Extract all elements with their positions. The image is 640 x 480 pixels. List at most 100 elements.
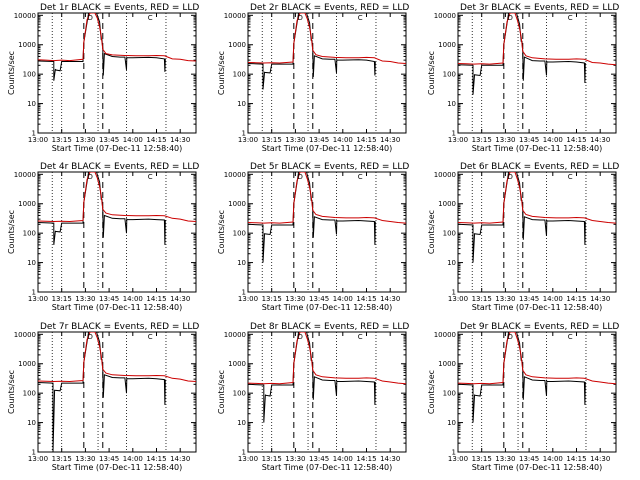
top-marker-label: C — [358, 14, 363, 22]
y-tick-label: 10000 — [224, 331, 246, 339]
y-tick-label: 10 — [447, 100, 456, 108]
panel-3: Det 3r BLACK = Events, RED = LLD 13:00 13:… — [427, 3, 619, 153]
y-axis-label: Counts/sec — [7, 210, 16, 254]
top-marker-label: C — [568, 333, 573, 341]
y-tick-label: 100 — [23, 71, 36, 79]
x-tick-label: 14:30 — [380, 455, 400, 463]
x-tick-label: 14:15 — [146, 295, 166, 303]
events-series-line — [38, 332, 166, 452]
y-axis-label: Counts/sec — [217, 51, 226, 95]
lld-series-line — [458, 13, 616, 66]
top-marker-label: C — [568, 173, 573, 181]
x-tick-label: 13:30 — [495, 295, 515, 303]
plot-frame — [247, 171, 407, 293]
top-marker-label: D — [507, 173, 512, 181]
y-tick-label: 10000 — [14, 12, 36, 20]
x-tick-label: 13:30 — [285, 136, 305, 144]
x-tick-label: 14:00 — [123, 455, 143, 463]
x-tick-label: 13:15 — [52, 455, 72, 463]
top-marker-label: D — [507, 14, 512, 22]
x-tick-label: 13:00 — [238, 455, 258, 463]
y-tick-label: 10000 — [224, 171, 246, 179]
y-tick-label: 1 — [242, 449, 246, 457]
x-tick-label: 14:30 — [170, 455, 190, 463]
x-tick-label: 13:45 — [99, 455, 119, 463]
top-marker-label: D — [297, 173, 302, 181]
lld-series-line — [38, 13, 196, 62]
y-tick-label: 1 — [32, 289, 36, 297]
x-tick-label: 14:15 — [356, 136, 376, 144]
lld-series-line — [38, 172, 196, 223]
y-tick-label: 1000 — [438, 200, 456, 208]
top-marker-label: D — [87, 14, 92, 22]
plot-frame — [37, 331, 197, 453]
y-tick-label: 10 — [237, 100, 246, 108]
panel-6: Det 6r BLACK = Events, RED = LLD 13:00 13:… — [427, 162, 619, 312]
y-tick-label: 100 — [233, 71, 246, 79]
y-tick-label: 10 — [27, 100, 36, 108]
y-tick-label: 1000 — [18, 200, 36, 208]
x-tick-label: 13:30 — [495, 455, 515, 463]
x-tick-label: 14:15 — [356, 295, 376, 303]
y-tick-label: 1 — [452, 289, 456, 297]
x-axis-label: Start Time (07-Dec-11 12:58:40) — [52, 144, 183, 153]
events-series-line — [38, 172, 166, 245]
y-tick-label: 10000 — [224, 12, 246, 20]
x-axis-label: Start Time (07-Dec-11 12:58:40) — [262, 144, 393, 153]
x-tick-label: 13:15 — [472, 136, 492, 144]
plot-area — [38, 13, 196, 133]
plot-frame — [37, 171, 197, 293]
events-series-line — [38, 13, 166, 81]
y-tick-label: 10 — [447, 419, 456, 427]
x-tick-label: 14:15 — [566, 295, 586, 303]
panel-title: Det 5r BLACK = Events, RED = LLD — [250, 162, 409, 172]
x-tick-label: 13:30 — [495, 136, 515, 144]
top-marker-label: C — [148, 173, 153, 181]
plot-area — [248, 332, 406, 452]
y-tick-label: 10 — [447, 259, 456, 267]
x-tick-label: 13:00 — [238, 136, 258, 144]
x-tick-label: 13:45 — [99, 136, 119, 144]
y-axis-label: Counts/sec — [217, 370, 226, 414]
x-tick-label: 14:00 — [543, 455, 563, 463]
top-marker-label: D — [297, 14, 302, 22]
plot-frame — [457, 12, 617, 134]
x-tick-label: 14:30 — [590, 455, 610, 463]
x-tick-label: 14:15 — [566, 136, 586, 144]
y-tick-label: 1 — [242, 130, 246, 138]
x-tick-label: 14:00 — [123, 295, 143, 303]
y-tick-label: 10000 — [14, 171, 36, 179]
y-axis-label: Counts/sec — [217, 210, 226, 254]
lld-series-line — [458, 332, 616, 385]
y-tick-label: 1 — [242, 289, 246, 297]
panel-9: Det 9r BLACK = Events, RED = LLD 13:00 13:… — [427, 322, 619, 472]
y-tick-label: 1 — [32, 130, 36, 138]
top-marker-label: D — [87, 173, 92, 181]
y-tick-label: 100 — [443, 390, 456, 398]
top-marker-label: C — [358, 333, 363, 341]
lld-series-line — [38, 332, 196, 383]
y-tick-label: 10 — [27, 259, 36, 267]
plot-area — [458, 332, 616, 452]
x-axis-label: Start Time (07-Dec-11 12:58:40) — [472, 303, 603, 312]
x-tick-label: 14:00 — [123, 136, 143, 144]
panel-title: Det 4r BLACK = Events, RED = LLD — [40, 162, 199, 172]
events-series-line — [248, 172, 376, 263]
x-tick-label: 13:30 — [75, 295, 95, 303]
x-tick-label: 14:30 — [590, 136, 610, 144]
y-tick-label: 1 — [452, 449, 456, 457]
x-tick-label: 13:30 — [75, 455, 95, 463]
x-tick-label: 13:15 — [52, 136, 72, 144]
top-marker-label: D — [507, 333, 512, 341]
x-tick-label: 13:00 — [448, 136, 468, 144]
x-axis-label: Start Time (07-Dec-11 12:58:40) — [472, 144, 603, 153]
x-tick-label: 13:45 — [99, 295, 119, 303]
y-tick-label: 100 — [23, 230, 36, 238]
x-tick-label: 13:15 — [262, 295, 282, 303]
x-tick-label: 13:00 — [28, 455, 48, 463]
x-tick-label: 13:30 — [285, 295, 305, 303]
y-tick-label: 10 — [237, 259, 246, 267]
x-tick-label: 13:45 — [309, 295, 329, 303]
x-tick-label: 13:15 — [52, 295, 72, 303]
